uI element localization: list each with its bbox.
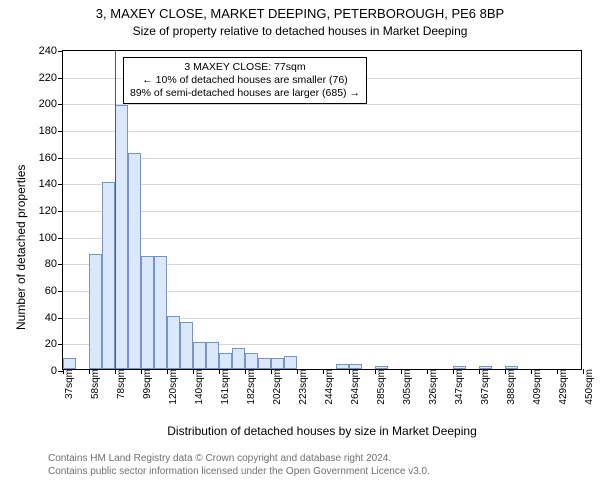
annotation-line-2: ← 10% of detached houses are smaller (76… bbox=[130, 74, 360, 87]
gridline bbox=[63, 104, 581, 105]
ytick-label: 220 bbox=[39, 72, 63, 84]
histogram-bar bbox=[63, 358, 76, 369]
xtick-label: 264sqm bbox=[348, 369, 361, 405]
histogram-bar bbox=[128, 153, 141, 369]
histogram-bar bbox=[245, 353, 258, 369]
xtick-label: 182sqm bbox=[244, 369, 257, 405]
xtick-label: 305sqm bbox=[400, 369, 413, 405]
xtick-label: 120sqm bbox=[166, 369, 179, 405]
ytick-label: 100 bbox=[39, 232, 63, 244]
footer-line-2: Contains public sector information licen… bbox=[48, 465, 430, 478]
histogram-bar bbox=[167, 316, 180, 369]
xtick-label: 388sqm bbox=[504, 369, 517, 405]
property-marker-line bbox=[115, 51, 116, 369]
xtick-label: 58sqm bbox=[88, 369, 101, 399]
xtick-label: 347sqm bbox=[452, 369, 465, 405]
annotation-box: 3 MAXEY CLOSE: 77sqm← 10% of detached ho… bbox=[123, 57, 367, 104]
xtick-label: 285sqm bbox=[374, 369, 387, 405]
xtick-label: 99sqm bbox=[140, 369, 153, 399]
ytick-label: 200 bbox=[39, 98, 63, 110]
ytick-label: 160 bbox=[39, 152, 63, 164]
xtick-label: 367sqm bbox=[478, 369, 491, 405]
xtick-label: 223sqm bbox=[296, 369, 309, 405]
ytick-label: 80 bbox=[45, 258, 63, 270]
xtick-label: 202sqm bbox=[270, 369, 283, 405]
xtick-label: 78sqm bbox=[114, 369, 127, 399]
annotation-line-3: 89% of semi-detached houses are larger (… bbox=[130, 87, 360, 100]
gridline bbox=[63, 131, 581, 132]
histogram-bar bbox=[115, 105, 128, 369]
ytick-label: 240 bbox=[39, 45, 63, 57]
ytick-label: 40 bbox=[45, 312, 63, 324]
footer-attribution: Contains HM Land Registry data © Crown c… bbox=[48, 452, 430, 478]
xtick-label: 326sqm bbox=[426, 369, 439, 405]
histogram-bar bbox=[206, 342, 219, 369]
xtick-label: 161sqm bbox=[218, 369, 231, 405]
ytick-label: 180 bbox=[39, 125, 63, 137]
annotation-line-1: 3 MAXEY CLOSE: 77sqm bbox=[130, 61, 360, 74]
xtick-label: 37sqm bbox=[62, 369, 75, 399]
histogram-bar bbox=[219, 353, 232, 369]
plot-area: 02040608010012014016018020022024037sqm58… bbox=[62, 50, 582, 370]
ytick-label: 120 bbox=[39, 205, 63, 217]
histogram-chart: 3, MAXEY CLOSE, MARKET DEEPING, PETERBOR… bbox=[0, 0, 600, 500]
histogram-bar bbox=[284, 356, 297, 369]
histogram-bar bbox=[271, 358, 284, 369]
xtick-label: 429sqm bbox=[556, 369, 569, 405]
ytick-label: 140 bbox=[39, 178, 63, 190]
ytick-label: 20 bbox=[45, 338, 63, 350]
histogram-bar bbox=[154, 256, 167, 369]
chart-subtitle: Size of property relative to detached ho… bbox=[0, 24, 600, 38]
histogram-bar bbox=[102, 182, 115, 369]
histogram-bar bbox=[141, 256, 154, 369]
xtick-label: 450sqm bbox=[582, 369, 595, 405]
histogram-bar bbox=[258, 358, 271, 369]
xtick-label: 140sqm bbox=[192, 369, 205, 405]
histogram-bar bbox=[232, 348, 245, 369]
ytick-label: 60 bbox=[45, 285, 63, 297]
y-axis-label: Number of detached properties bbox=[14, 165, 28, 330]
xtick-label: 409sqm bbox=[530, 369, 543, 405]
histogram-bar bbox=[193, 342, 206, 369]
histogram-bar bbox=[180, 322, 193, 369]
chart-title: 3, MAXEY CLOSE, MARKET DEEPING, PETERBOR… bbox=[0, 6, 600, 21]
footer-line-1: Contains HM Land Registry data © Crown c… bbox=[48, 452, 430, 465]
x-axis-label: Distribution of detached houses by size … bbox=[62, 424, 582, 438]
xtick-label: 244sqm bbox=[322, 369, 335, 405]
histogram-bar bbox=[89, 254, 102, 369]
